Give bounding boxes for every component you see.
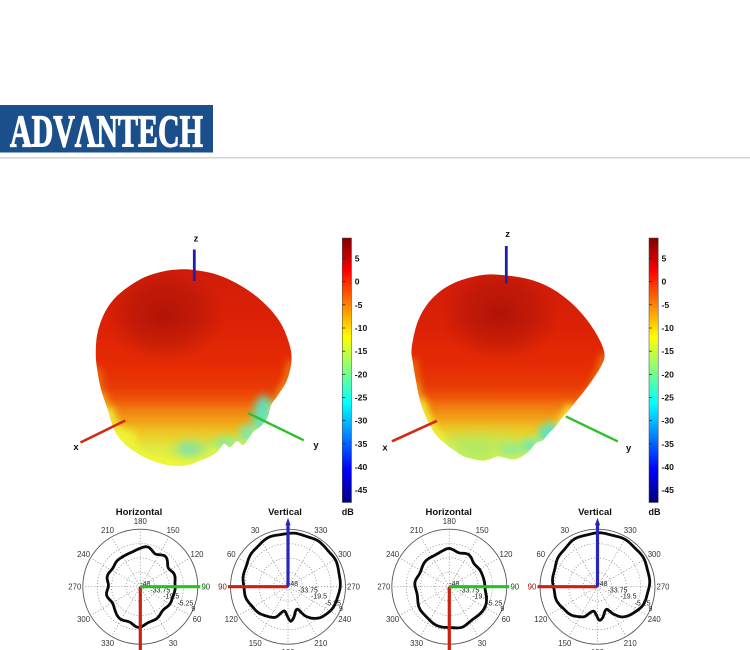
svg-text:90: 90 [528,583,537,592]
svg-text:-40: -40 [662,462,675,472]
svg-text:210: 210 [101,526,115,535]
svg-text:-35: -35 [662,439,675,449]
svg-text:dB: dB [342,507,354,517]
svg-text:330: 330 [101,639,115,648]
svg-text:-33.75: -33.75 [298,588,318,595]
svg-text:90: 90 [510,583,519,592]
svg-text:180: 180 [134,517,148,526]
svg-text:330: 330 [624,526,638,535]
svg-text:150: 150 [558,639,572,648]
svg-text:-15: -15 [662,346,675,356]
svg-text:30: 30 [478,639,487,648]
svg-text:-5.25: -5.25 [177,600,193,607]
svg-text:-48: -48 [449,581,459,588]
svg-text:Vertical: Vertical [268,507,302,518]
svg-text:-33.75: -33.75 [459,588,479,595]
svg-text:120: 120 [499,550,513,559]
svg-text:60: 60 [227,550,236,559]
svg-text:-5.25: -5.25 [486,600,502,607]
svg-text:300: 300 [77,615,91,624]
svg-text:150: 150 [249,639,263,648]
svg-text:120: 120 [534,615,548,624]
svg-text:ADVΛNTECH: ADVΛNTECH [10,106,203,157]
svg-text:9: 9 [191,606,195,613]
svg-text:90: 90 [201,583,210,592]
svg-text:5: 5 [662,254,667,264]
svg-text:0: 0 [662,277,667,287]
svg-text:150: 150 [476,526,490,535]
svg-text:210: 210 [624,639,638,648]
svg-text:-48: -48 [288,581,298,588]
svg-text:240: 240 [77,550,91,559]
svg-text:-10: -10 [662,323,675,333]
svg-text:-19.5: -19.5 [311,594,327,601]
svg-text:x: x [73,442,79,453]
svg-text:120: 120 [225,615,239,624]
svg-text:-19.5: -19.5 [621,594,637,601]
svg-text:270: 270 [68,583,82,592]
svg-text:300: 300 [338,550,352,559]
svg-text:-30: -30 [662,416,675,426]
svg-text:60: 60 [502,615,511,624]
svg-text:9: 9 [500,606,504,613]
svg-text:60: 60 [536,550,545,559]
svg-text:z: z [194,234,199,245]
svg-text:-15: -15 [355,346,368,356]
svg-text:300: 300 [648,550,662,559]
svg-text:330: 330 [410,639,424,648]
svg-text:-48: -48 [597,581,607,588]
svg-text:30: 30 [251,526,260,535]
svg-text:60: 60 [193,615,202,624]
svg-text:Vertical: Vertical [578,507,612,518]
svg-text:0: 0 [355,277,360,287]
svg-text:270: 270 [656,583,670,592]
svg-text:180: 180 [443,517,457,526]
svg-text:30: 30 [560,526,569,535]
svg-text:270: 270 [377,583,391,592]
svg-text:120: 120 [190,550,204,559]
svg-text:-5.25: -5.25 [325,600,341,607]
svg-text:30: 30 [169,639,178,648]
svg-text:-20: -20 [662,369,675,379]
svg-text:270: 270 [347,583,361,592]
svg-text:-5: -5 [662,300,670,310]
svg-text:180: 180 [281,648,295,650]
svg-text:90: 90 [218,583,227,592]
svg-text:9: 9 [339,606,343,613]
svg-text:-45: -45 [355,485,368,495]
svg-text:210: 210 [410,526,424,535]
svg-text:9: 9 [649,606,653,613]
svg-text:240: 240 [338,615,352,624]
svg-text:-40: -40 [355,462,368,472]
svg-text:5: 5 [355,254,360,264]
svg-text:-5: -5 [355,300,363,310]
svg-text:y: y [626,443,632,454]
svg-text:-25: -25 [662,393,675,403]
svg-text:210: 210 [314,639,328,648]
svg-text:-48: -48 [140,581,150,588]
svg-text:150: 150 [167,526,181,535]
svg-text:z: z [505,229,510,240]
svg-text:240: 240 [386,550,400,559]
svg-text:-25: -25 [355,393,368,403]
svg-text:300: 300 [386,615,400,624]
svg-text:-33.75: -33.75 [608,588,628,595]
svg-text:Horizontal: Horizontal [425,507,471,518]
svg-text:-19.5: -19.5 [472,594,488,601]
svg-text:x: x [382,442,388,453]
svg-text:y: y [313,440,319,451]
svg-text:-45: -45 [662,485,675,495]
svg-text:Horizontal: Horizontal [116,507,162,518]
svg-text:-20: -20 [355,369,368,379]
svg-text:-33.75: -33.75 [150,588,170,595]
svg-text:dB: dB [649,507,661,517]
svg-text:330: 330 [314,526,328,535]
svg-text:180: 180 [591,648,605,650]
svg-text:-30: -30 [355,416,368,426]
svg-text:-10: -10 [355,323,368,333]
svg-text:-35: -35 [355,439,368,449]
svg-text:240: 240 [648,615,662,624]
